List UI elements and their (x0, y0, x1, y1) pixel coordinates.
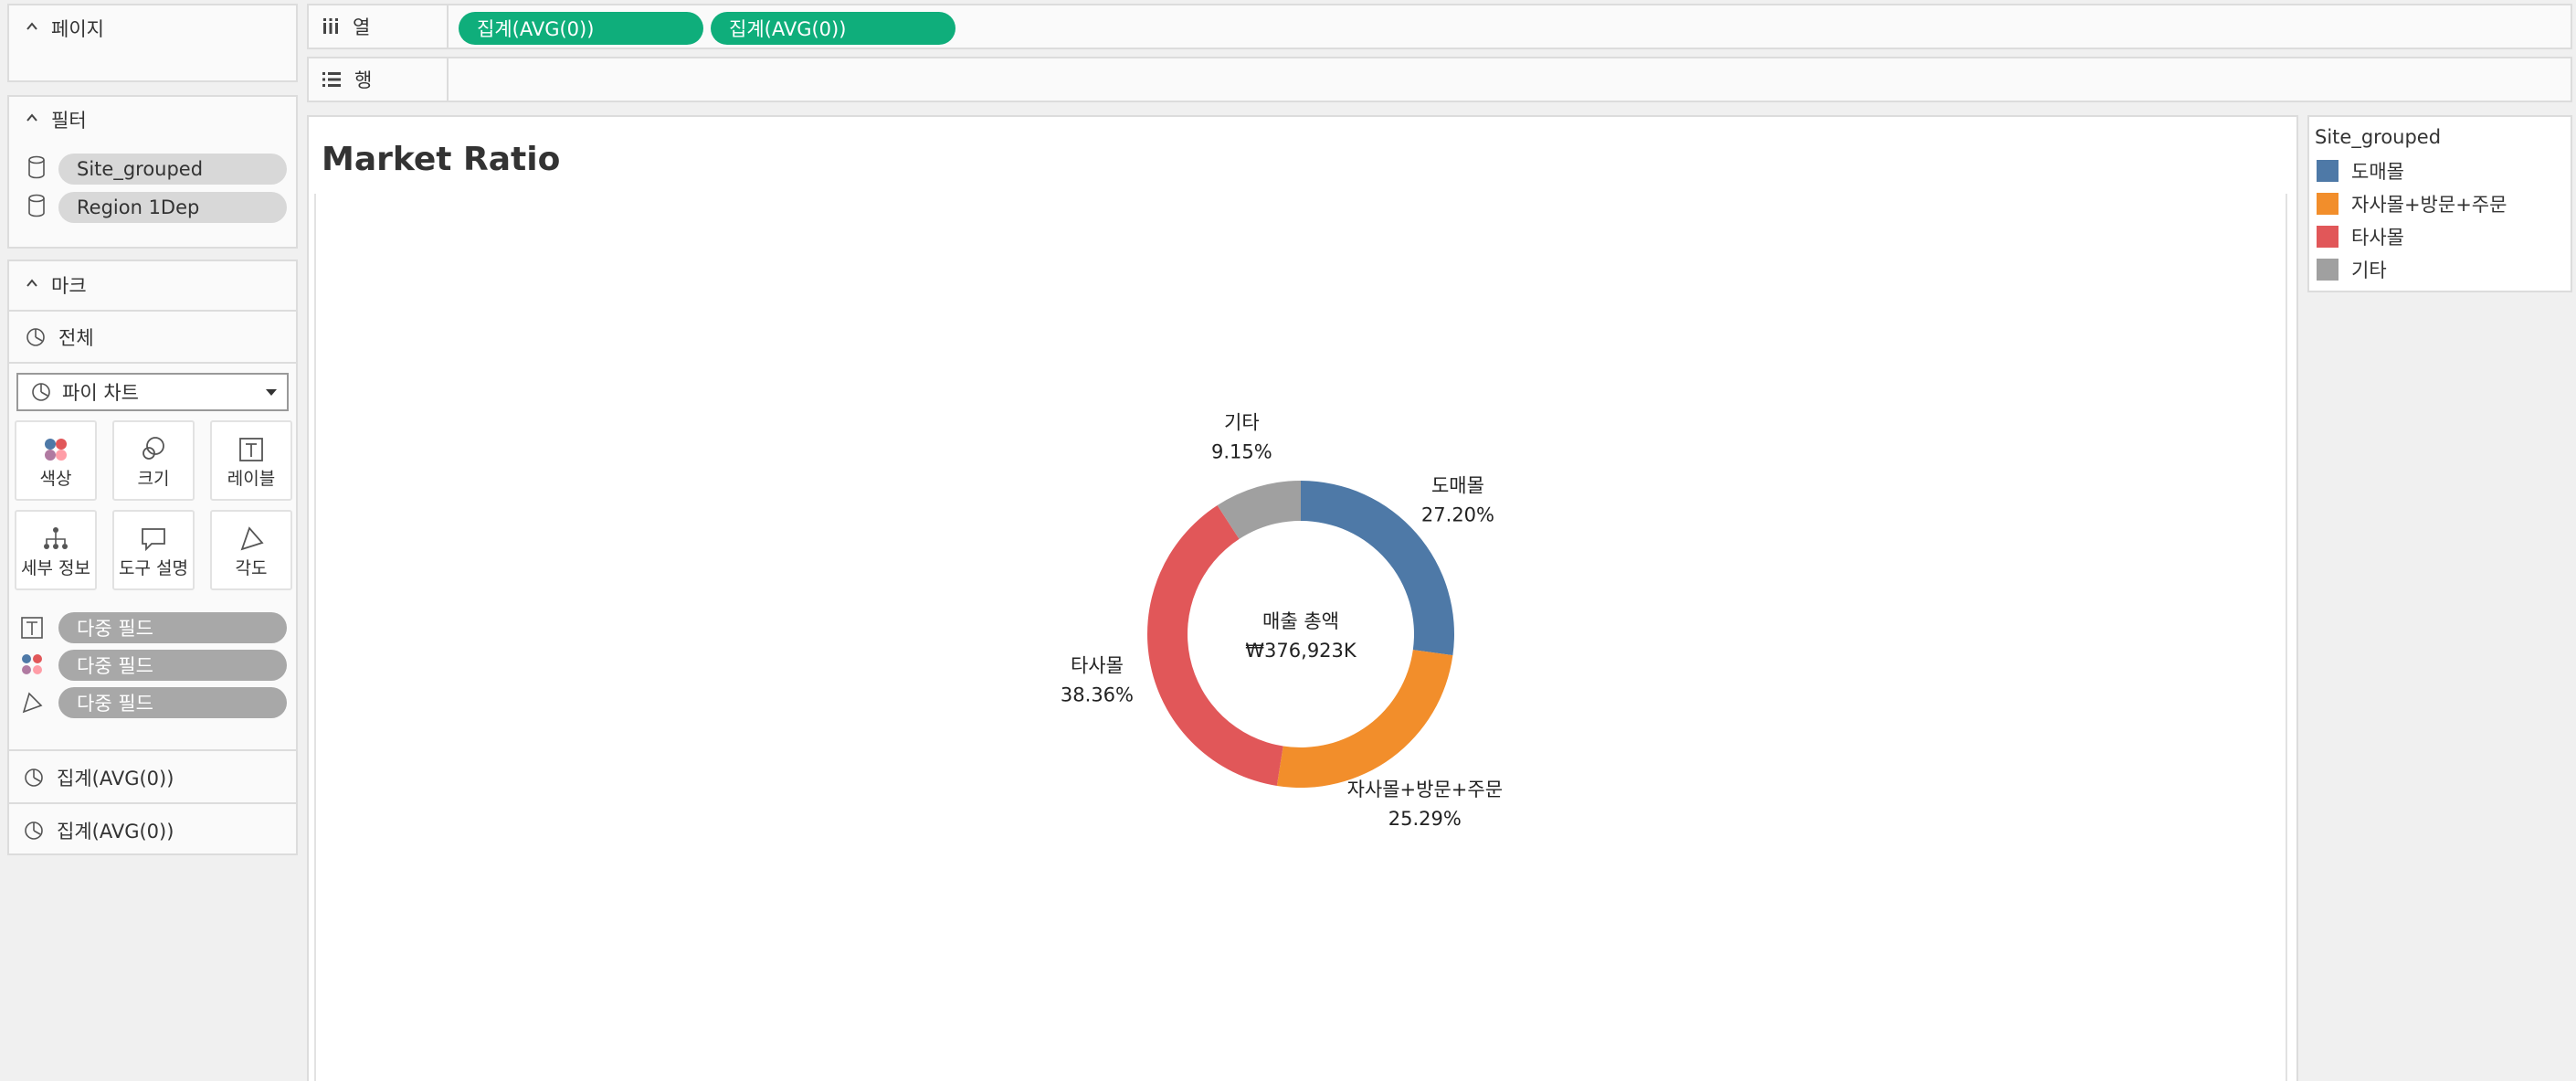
dimension-cylinder-icon (28, 155, 45, 179)
tooltip-mark-label: 도구 설명 (119, 558, 188, 578)
marks-all-tab[interactable]: 전체 (9, 313, 296, 362)
size-mark-label: 크기 (137, 469, 170, 489)
text-icon (239, 438, 263, 461)
columns-pill-label: 집계(AVG(0)) (729, 18, 847, 40)
pages-card-header[interactable]: 페이지 (9, 5, 296, 51)
tooltip-mark-button[interactable]: 도구 설명 (112, 510, 195, 590)
filter-pill-label: Region 1Dep (77, 196, 200, 218)
legend-item-label: 자사몰+방문+주문 (2351, 194, 2507, 216)
detail-mark-label: 세부 정보 (21, 558, 90, 578)
legend-item[interactable]: 도매몰 (2317, 157, 2404, 185)
pie-mark-icon (25, 821, 43, 840)
label-mark-button[interactable]: 레이블 (210, 420, 292, 501)
color-mark-button[interactable]: 색상 (15, 420, 97, 501)
columns-shelf-text: 열 (353, 16, 371, 38)
color-field-pill[interactable]: 다중 필드 (58, 650, 287, 681)
chevron-down-icon (266, 389, 277, 396)
angle-icon (22, 692, 43, 714)
collapse-caret-icon[interactable] (26, 111, 38, 124)
measure-tab-label: 집계(AVG(0)) (57, 821, 174, 843)
angle-mark-label: 각도 (235, 558, 268, 578)
field-pill-label: 다중 필드 (77, 618, 153, 640)
columns-shelf[interactable]: 열 집계(AVG(0)) 집계(AVG(0)) (307, 4, 2572, 49)
angle-field-pill[interactable]: 다중 필드 (58, 687, 287, 718)
marks-card-header[interactable]: 마크 (9, 261, 296, 309)
legend-swatch (2317, 259, 2338, 281)
label-field-pill[interactable]: 다중 필드 (58, 612, 287, 643)
speech-bubble-icon (142, 528, 165, 552)
field-pill-label: 다중 필드 (77, 655, 153, 677)
columns-pill-1[interactable]: 집계(AVG(0)) (459, 12, 703, 45)
filters-card-title: 필터 (51, 110, 87, 132)
size-icon (143, 437, 164, 460)
collapse-caret-icon[interactable] (26, 277, 38, 290)
legend-item[interactable]: 기타 (2317, 256, 2387, 283)
label-mark-label: 레이블 (227, 469, 276, 489)
size-mark-button[interactable]: 크기 (112, 420, 195, 501)
angle-icon (240, 526, 264, 551)
marks-measure-tab-1[interactable]: 집계(AVG(0)) (7, 753, 298, 802)
divider (9, 310, 296, 312)
legend-item[interactable]: 자사몰+방문+주문 (2317, 190, 2507, 217)
view-title: Market Ratio (322, 141, 561, 178)
marks-card-title: 마크 (51, 275, 87, 297)
text-icon (21, 617, 43, 639)
color-dots-icon (45, 439, 67, 461)
columns-pill-2[interactable]: 집계(AVG(0)) (711, 12, 955, 45)
detail-mark-button[interactable]: 세부 정보 (15, 510, 97, 590)
legend-swatch (2317, 226, 2338, 248)
pie-mark-icon (32, 383, 50, 401)
view-pane-border (314, 194, 2287, 1081)
legend-item[interactable]: 타사몰 (2317, 223, 2404, 250)
filter-pill-region-1dep[interactable]: Region 1Dep (58, 192, 287, 223)
legend-card: Site_grouped (2307, 115, 2572, 292)
rows-icon (322, 72, 341, 87)
view-area: Market Ratio (307, 115, 2298, 1081)
rows-shelf-text: 행 (354, 69, 373, 91)
columns-pill-label: 집계(AVG(0)) (477, 18, 595, 40)
pages-card-title: 페이지 (51, 18, 104, 40)
columns-icon (323, 18, 338, 34)
pie-mark-icon (25, 768, 43, 787)
legend-item-label: 도매몰 (2351, 161, 2404, 183)
divider (7, 749, 298, 751)
divider (9, 362, 296, 364)
filter-pill-site-grouped[interactable]: Site_grouped (58, 154, 287, 185)
hierarchy-icon (44, 527, 68, 549)
pie-mark-icon (26, 328, 45, 346)
legend-item-label: 기타 (2351, 260, 2387, 281)
rows-shelf[interactable]: 행 (307, 57, 2572, 102)
filter-pill-label: Site_grouped (77, 158, 204, 180)
legend-item-label: 타사몰 (2351, 227, 2404, 249)
color-dots-icon (22, 654, 42, 674)
dimension-cylinder-icon (28, 194, 45, 217)
mark-type-dropdown[interactable]: 파이 차트 (16, 373, 289, 411)
marks-all-label: 전체 (58, 327, 94, 349)
angle-mark-button[interactable]: 각도 (210, 510, 292, 590)
color-mark-label: 색상 (39, 469, 72, 489)
legend-swatch (2317, 160, 2338, 182)
measure-tab-label: 집계(AVG(0)) (57, 768, 174, 790)
field-pill-label: 다중 필드 (77, 693, 153, 715)
columns-shelf-label: 열 (309, 5, 449, 48)
pages-card: 페이지 (7, 4, 298, 82)
mark-type-value: 파이 차트 (62, 382, 139, 404)
rows-shelf-label: 행 (309, 58, 449, 101)
collapse-caret-icon[interactable] (26, 20, 38, 33)
divider (7, 802, 298, 804)
legend-swatch (2317, 193, 2338, 215)
marks-measure-tab-2[interactable]: 집계(AVG(0)) (7, 806, 298, 855)
legend-title: Site_grouped (2315, 126, 2442, 148)
filters-card-header[interactable]: 필터 (9, 97, 296, 143)
